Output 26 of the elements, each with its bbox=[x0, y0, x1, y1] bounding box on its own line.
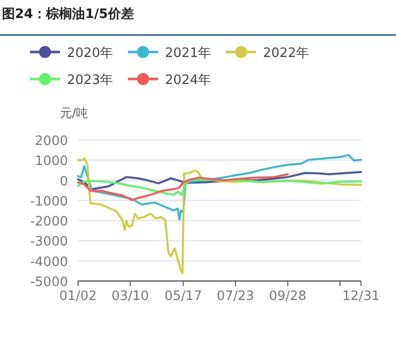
legend-label: 2020年 bbox=[67, 46, 114, 61]
line-series bbox=[77, 173, 289, 202]
y-tick-label: -1000 bbox=[30, 194, 68, 210]
legend-label: 2021年 bbox=[165, 46, 212, 61]
x-tick-label: 01/02 bbox=[59, 289, 97, 304]
y-tick-label: 2000 bbox=[34, 134, 68, 149]
x-tick-label: 12/31 bbox=[342, 289, 380, 304]
line-series bbox=[77, 171, 362, 190]
legend-label: 2024年 bbox=[165, 73, 212, 88]
y-axis-title: 元/吨 bbox=[60, 106, 88, 120]
y-tick-label: -2000 bbox=[30, 214, 68, 230]
chart-title: 图24：棕榈油1/5价差 bbox=[2, 6, 134, 22]
x-tick-label: 07/23 bbox=[216, 289, 254, 304]
y-tick-label: 0 bbox=[60, 174, 68, 190]
legend-label: 2023年 bbox=[67, 73, 114, 88]
line-series bbox=[77, 157, 362, 274]
line-series bbox=[77, 178, 362, 196]
y-tick-label: -3000 bbox=[30, 234, 68, 250]
x-tick-label: 05/17 bbox=[164, 289, 202, 304]
x-tick-label: 09/28 bbox=[268, 289, 306, 304]
legend-label: 2022年 bbox=[263, 46, 310, 61]
y-tick-label: -4000 bbox=[30, 254, 68, 270]
y-tick-label: -5000 bbox=[30, 275, 68, 290]
y-tick-label: 1000 bbox=[34, 154, 68, 170]
x-tick-label: 03/10 bbox=[112, 289, 149, 304]
line-series bbox=[77, 154, 362, 221]
